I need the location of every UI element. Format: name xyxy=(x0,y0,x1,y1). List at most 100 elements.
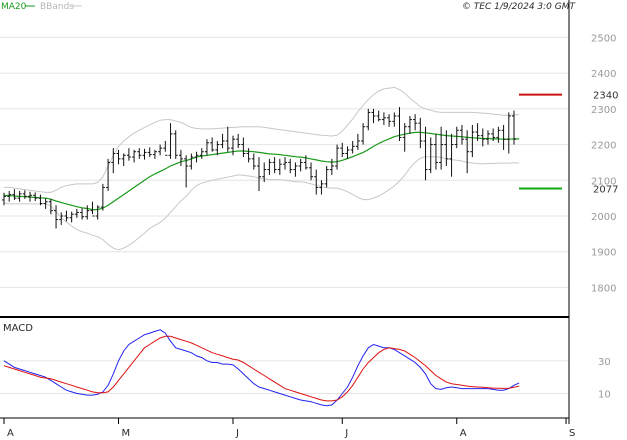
ohlc-bar xyxy=(54,205,59,229)
ohlc-bar xyxy=(215,141,220,156)
ohlc-bar xyxy=(350,141,355,154)
ma20-path xyxy=(3,131,520,211)
y-tick-label: 1900 xyxy=(591,248,616,259)
y-tick-label: 2100 xyxy=(591,176,616,187)
ohlc-bar xyxy=(309,162,314,181)
ohlc-bar xyxy=(392,112,397,127)
ohlc-bar xyxy=(220,133,225,149)
ohlc-bar xyxy=(80,208,85,220)
ohlc-bar xyxy=(433,133,438,170)
ohlc-bar xyxy=(106,158,111,191)
ohlc-bar xyxy=(355,133,360,150)
ohlc-bar xyxy=(17,191,22,202)
ohlc-bar xyxy=(142,148,147,160)
ohlc-bar xyxy=(85,205,90,220)
ohlc-bar xyxy=(199,148,204,159)
ohlc-bar xyxy=(496,126,501,143)
ohlc-bar xyxy=(90,201,95,217)
y-tick-label: 2300 xyxy=(591,105,616,116)
ohlc-bar xyxy=(506,112,511,154)
ohlc-bar xyxy=(116,149,121,165)
price-levels: 2340 2077 xyxy=(519,91,618,196)
ohlc-bar xyxy=(277,158,282,175)
ohlc-bar xyxy=(121,153,126,166)
ohlc-bar xyxy=(288,158,293,174)
legend-bbands: BBands xyxy=(40,2,74,12)
ohlc-bar xyxy=(12,189,17,200)
ohlc-bar xyxy=(147,147,152,158)
ohlc-bar xyxy=(225,126,230,152)
ohlc-bar xyxy=(418,117,423,149)
ohlc-bar xyxy=(189,153,194,170)
ohlc-bar xyxy=(454,126,459,149)
ohlc-bar xyxy=(283,157,288,170)
ohlc-bar xyxy=(22,190,27,199)
ohlc-bar xyxy=(319,180,324,195)
ohlc-bar xyxy=(59,212,64,225)
ohlc-bar xyxy=(33,192,38,201)
ohlc-bar xyxy=(272,157,277,174)
ohlc-bar xyxy=(2,192,6,206)
ohlc-bar xyxy=(132,149,137,163)
ohlc-bar xyxy=(423,126,428,181)
ohlc-bar xyxy=(459,124,464,145)
ohlc-bar xyxy=(178,149,183,166)
ohlc-bar xyxy=(168,123,173,159)
macd-title: MACD xyxy=(3,323,33,334)
bollinger-bands xyxy=(3,86,520,251)
ohlc-bar xyxy=(335,144,340,170)
ohlc-bar xyxy=(241,137,246,158)
resistance-label: 2340 xyxy=(593,91,618,102)
y-tick-label: 2200 xyxy=(591,141,616,152)
ohlc-bar xyxy=(470,124,475,158)
ohlc-bar xyxy=(126,148,131,161)
ohlc-bar xyxy=(298,158,303,172)
x-tick-label: J xyxy=(235,428,239,439)
ohlc-bar xyxy=(512,110,516,145)
ohlc-bar xyxy=(210,137,215,152)
ohlc-bar xyxy=(439,126,444,170)
ohlc-bar xyxy=(152,149,157,159)
ohlc-bar xyxy=(387,114,392,127)
ohlc-bar xyxy=(100,183,105,211)
bband-upper xyxy=(4,86,520,193)
ohlc-bar xyxy=(95,205,100,220)
ohlc-bar xyxy=(371,108,376,124)
x-tick-label: A xyxy=(7,428,14,439)
ohlc-bar xyxy=(449,133,454,177)
ohlc-bar xyxy=(158,144,163,156)
ohlc-bar xyxy=(163,141,168,156)
x-tick-label: J xyxy=(344,428,348,439)
ohlc-bar xyxy=(480,128,485,147)
y-tick-label: 2500 xyxy=(591,33,616,44)
grid-layer: 1800 1900 2000 2100 2200 2300 2400 2500 10 30 xyxy=(0,33,616,401)
macd-panel xyxy=(3,329,520,407)
ohlc-bar xyxy=(485,130,490,145)
ohlc-bar xyxy=(314,169,319,195)
y-tick-label: 2000 xyxy=(591,212,616,223)
ohlc-bar xyxy=(501,124,506,150)
ohlc-bar xyxy=(407,116,412,134)
y-tick-label: 2400 xyxy=(591,69,616,80)
ohlc-bar xyxy=(173,130,178,159)
ohlc-bar xyxy=(262,162,267,183)
y-tick-label: 1800 xyxy=(591,283,616,294)
ohlc-bar xyxy=(402,123,407,152)
ohlc-bar xyxy=(361,123,366,145)
ohlc-bar xyxy=(303,155,308,170)
ohlc-bar xyxy=(345,146,350,159)
x-tick-label: M xyxy=(121,428,130,439)
ohlc-bar xyxy=(246,148,251,163)
ohlc-bar xyxy=(204,139,209,156)
ohlc-bar xyxy=(48,198,53,215)
ohlc-bar xyxy=(465,130,470,174)
x-tick-label: S xyxy=(569,428,575,439)
ohlc-bar xyxy=(366,108,371,131)
ohlc-bar xyxy=(267,158,272,175)
ohlc-bar xyxy=(475,123,480,141)
x-tick-label: A xyxy=(460,428,467,439)
support-label: 2077 xyxy=(593,185,618,196)
ohlc-bar xyxy=(491,128,496,141)
